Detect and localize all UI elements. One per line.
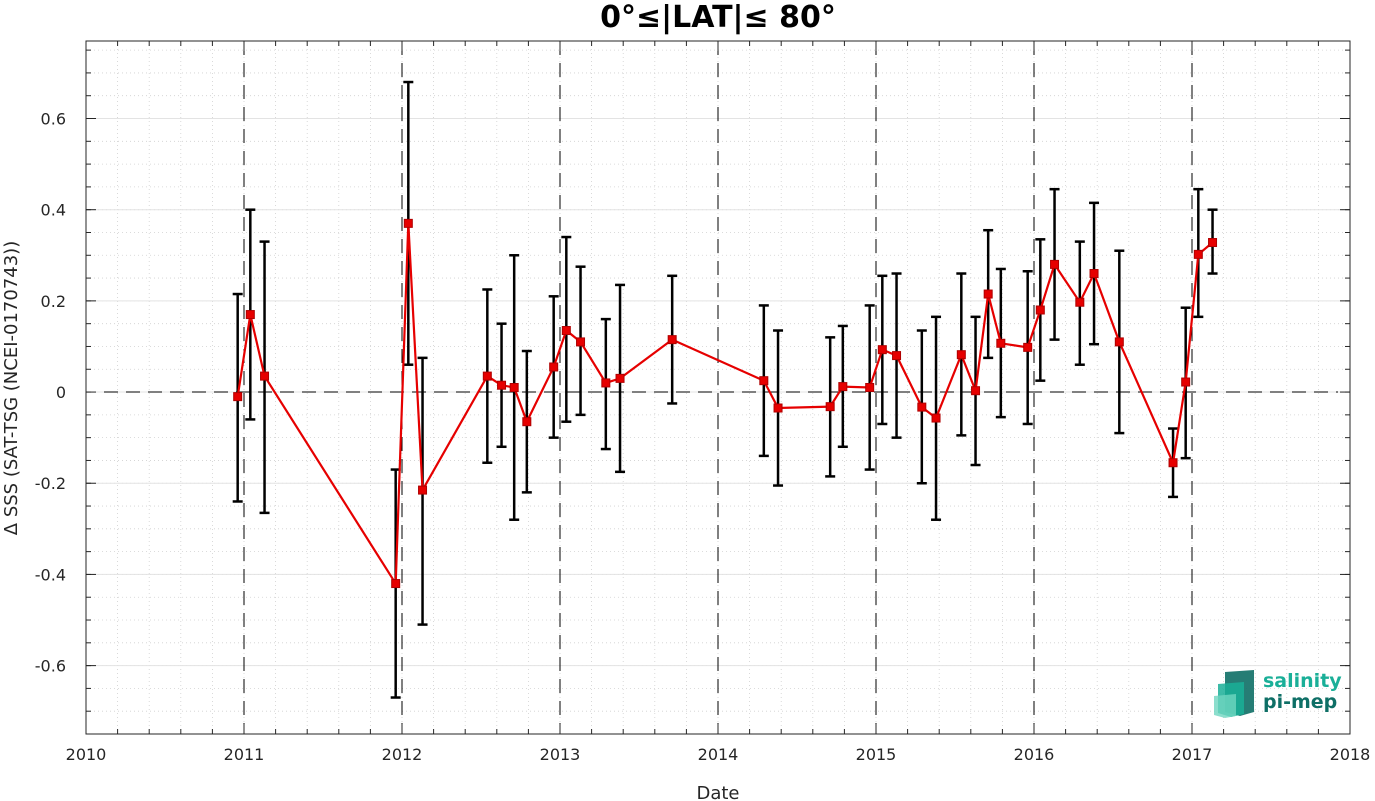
y-tick-label: 0 [56,383,66,402]
x-tick-label: 2012 [382,745,423,764]
data-point [983,289,993,299]
data-point [1114,337,1124,347]
data-point [877,345,887,355]
data-point [1089,269,1099,279]
y-tick-labels: -0.6 -0.4 -0.2 0 0.2 0.4 0.6 [35,110,66,676]
y-tick-label: 0.6 [41,110,66,129]
data-point [403,218,413,228]
data-point [996,338,1006,348]
x-tick-label: 2013 [540,745,581,764]
chart-title: 0°≤|LAT|≤ 80° [600,0,836,35]
x-tick-label: 2017 [1172,745,1213,764]
data-point [522,417,532,427]
data-point [971,386,981,396]
x-tick-label: 2010 [66,745,107,764]
data-point [773,403,783,413]
year-lines [243,41,1193,734]
data-point [1050,259,1060,269]
y-tick-label: -0.6 [35,657,66,676]
data-point [1208,238,1218,248]
y-tick-label: -0.2 [35,474,66,493]
data-point [1075,297,1085,307]
data-point [615,373,625,383]
data-point [260,371,270,381]
data-point [482,371,492,381]
data-point [667,335,677,345]
data-point [561,326,571,336]
grid-minor [85,41,1351,735]
data-point [245,310,255,320]
logo-line2: pi-mep [1263,691,1337,713]
data-point [576,337,586,347]
data-point [825,402,835,412]
axis-ticks [85,41,1351,735]
y-tick-label: 0.2 [41,292,66,311]
x-tick-labels: 2010 2011 2012 2013 2014 2015 2016 2017 2018 [66,745,1371,764]
data-point [601,378,611,388]
data-point [1168,458,1178,468]
x-tick-label: 2015 [856,745,897,764]
x-tick-label: 2014 [698,745,739,764]
markers [233,218,1218,589]
wave-logo-icon [1214,670,1254,718]
axes-box [85,40,1351,735]
data-point [838,382,848,392]
data-point [1193,249,1203,259]
data-point [1023,342,1033,352]
x-tick-label: 2018 [1330,745,1371,764]
salinity-pi-mep-logo: salinity pi-mep [1214,670,1342,718]
series-line [236,223,1214,588]
data-point [549,362,559,372]
data-point [759,376,769,386]
x-axis-label: Date [696,783,739,801]
data-point [931,413,941,423]
data-point [497,380,507,390]
data-point [1181,377,1191,387]
data-point [418,485,428,495]
data-point [391,579,401,589]
data-point [509,383,519,392]
data-point [1035,305,1045,315]
data-point [917,402,927,412]
data-point [233,392,243,402]
data-point [956,350,966,360]
data-point [865,383,875,392]
x-tick-label: 2011 [224,745,265,764]
y-tick-label: -0.4 [35,565,66,584]
x-tick-label: 2016 [1014,745,1055,764]
logo-line1: salinity [1263,670,1342,692]
data-point [892,351,902,361]
y-tick-label: 0.4 [41,201,66,220]
errorbars [232,80,1218,699]
y-axis-label: Δ SSS (SAT-TSG (NCEI-0170743)) [1,241,22,535]
